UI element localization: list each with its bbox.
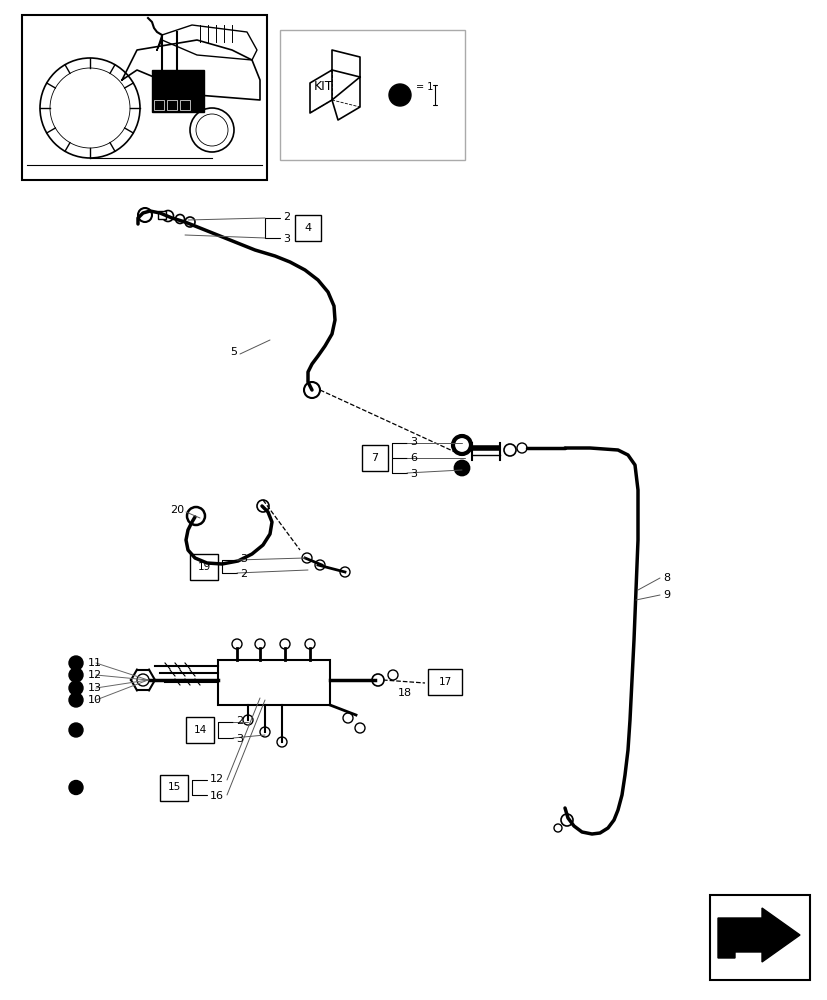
Circle shape bbox=[138, 208, 152, 222]
Text: 3: 3 bbox=[409, 469, 417, 479]
Circle shape bbox=[69, 656, 83, 670]
Text: 12: 12 bbox=[88, 670, 102, 680]
Circle shape bbox=[175, 215, 184, 224]
Text: 3: 3 bbox=[409, 437, 417, 447]
Bar bbox=[154, 100, 164, 110]
Text: 3: 3 bbox=[240, 554, 246, 564]
Circle shape bbox=[232, 639, 241, 649]
Text: 6: 6 bbox=[409, 453, 417, 463]
Circle shape bbox=[455, 461, 468, 475]
Bar bbox=[361, 445, 388, 471]
Bar bbox=[186, 717, 213, 743]
Text: 9: 9 bbox=[662, 590, 669, 600]
Text: 2: 2 bbox=[240, 569, 246, 579]
Text: = 1: = 1 bbox=[415, 82, 433, 92]
Text: 3: 3 bbox=[236, 734, 242, 744]
Circle shape bbox=[50, 68, 130, 148]
Bar bbox=[22, 15, 266, 180]
Text: 2: 2 bbox=[283, 212, 289, 222]
Text: 17: 17 bbox=[437, 677, 451, 687]
Circle shape bbox=[40, 58, 140, 158]
Circle shape bbox=[69, 681, 83, 695]
Text: 18: 18 bbox=[398, 688, 412, 698]
Bar bbox=[709, 895, 809, 980]
Circle shape bbox=[561, 814, 572, 826]
Circle shape bbox=[516, 443, 526, 453]
Circle shape bbox=[340, 567, 350, 577]
Text: KIT: KIT bbox=[314, 81, 333, 94]
Circle shape bbox=[388, 670, 398, 680]
Circle shape bbox=[187, 507, 205, 525]
Circle shape bbox=[280, 639, 289, 649]
Circle shape bbox=[304, 639, 314, 649]
Bar bbox=[158, 211, 165, 219]
Text: 3: 3 bbox=[283, 234, 289, 244]
Text: 16: 16 bbox=[210, 791, 224, 801]
Text: 10: 10 bbox=[88, 695, 102, 705]
Bar bbox=[160, 774, 188, 800]
Bar bbox=[189, 554, 218, 580]
Bar bbox=[179, 100, 189, 110]
Text: 5: 5 bbox=[230, 347, 237, 357]
Circle shape bbox=[371, 674, 384, 686]
Circle shape bbox=[69, 668, 83, 682]
Circle shape bbox=[256, 500, 269, 512]
Circle shape bbox=[189, 108, 234, 152]
Bar bbox=[152, 70, 203, 112]
Circle shape bbox=[504, 444, 515, 456]
Circle shape bbox=[69, 693, 83, 707]
Text: 20: 20 bbox=[170, 505, 184, 515]
Circle shape bbox=[184, 217, 195, 227]
Circle shape bbox=[69, 723, 83, 737]
Bar bbox=[294, 215, 321, 241]
Circle shape bbox=[162, 211, 174, 222]
Polygon shape bbox=[717, 908, 799, 962]
Bar bbox=[428, 669, 461, 695]
Bar bbox=[218, 660, 330, 705]
Bar bbox=[280, 30, 465, 160]
Text: 19: 19 bbox=[197, 562, 210, 572]
Text: 2: 2 bbox=[236, 716, 243, 726]
Bar bbox=[167, 100, 177, 110]
Text: 14: 14 bbox=[194, 725, 207, 735]
Circle shape bbox=[553, 824, 562, 832]
Circle shape bbox=[304, 382, 319, 398]
Circle shape bbox=[260, 727, 270, 737]
Text: 12: 12 bbox=[210, 774, 224, 784]
Circle shape bbox=[355, 723, 365, 733]
Text: 4: 4 bbox=[304, 223, 311, 233]
Text: 13: 13 bbox=[88, 683, 102, 693]
Circle shape bbox=[389, 84, 410, 106]
Circle shape bbox=[242, 715, 253, 725]
Circle shape bbox=[69, 780, 83, 794]
Circle shape bbox=[196, 114, 227, 146]
Circle shape bbox=[302, 553, 312, 563]
Circle shape bbox=[277, 737, 287, 747]
Circle shape bbox=[255, 639, 265, 649]
Text: 8: 8 bbox=[662, 573, 669, 583]
Text: 11: 11 bbox=[88, 658, 102, 668]
Circle shape bbox=[342, 713, 352, 723]
Text: 7: 7 bbox=[371, 453, 378, 463]
Circle shape bbox=[136, 674, 149, 686]
Text: 15: 15 bbox=[167, 782, 180, 792]
Circle shape bbox=[314, 560, 325, 570]
Circle shape bbox=[452, 436, 471, 454]
